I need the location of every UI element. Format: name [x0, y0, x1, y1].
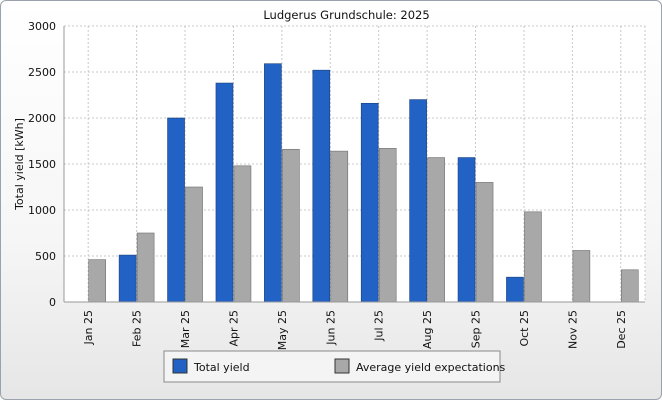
y-axis-label: Total yield [kWh] [13, 118, 26, 211]
x-tick-label: Nov 25 [566, 310, 579, 349]
bar-total-yield-sep-25 [457, 157, 476, 303]
y-tick-label: 2000 [28, 112, 56, 125]
bar-total-yield-mar-25 [167, 117, 185, 303]
y-tick-label: 0 [49, 296, 56, 309]
bar-average-yield-may-25 [282, 148, 300, 303]
legend-swatch-total-yield [172, 358, 188, 374]
bar-average-yield-jul-25 [378, 148, 397, 303]
bar-average-yield-oct-25 [524, 211, 542, 303]
bar-average-yield-apr-25 [233, 165, 252, 303]
y-tick-label: 500 [35, 250, 56, 263]
bar-average-yield-feb-25 [136, 232, 155, 303]
bar-total-yield-jul-25 [360, 102, 379, 303]
y-tick-label: 3000 [28, 20, 56, 33]
legend-label-average-yield: Average yield expectations [356, 361, 506, 374]
x-tick-label: Apr 25 [227, 310, 240, 347]
legend-label-total-yield: Total yield [193, 361, 250, 374]
chart-title: Ludgerus Grundschule: 2025 [263, 8, 429, 22]
x-tick-label: Sep 25 [470, 310, 483, 348]
bar-average-yield-aug-25 [427, 157, 445, 303]
bar-total-yield-may-25 [264, 63, 282, 303]
legend: Total yield Average yield expectations [163, 350, 506, 383]
x-tick-label: May 25 [276, 310, 289, 350]
bar-average-yield-jan-25 [88, 259, 107, 303]
legend-swatch-average-yield [334, 358, 350, 374]
bar-average-yield-mar-25 [185, 186, 203, 303]
bars [88, 63, 639, 303]
y-tick-labels: 0 500 1000 1500 2000 2500 3000 [28, 20, 56, 309]
x-tick-label: Aug 25 [421, 310, 434, 349]
bar-total-yield-oct-25 [506, 276, 524, 303]
bar-total-yield-feb-25 [118, 254, 137, 303]
y-tick-label: 2500 [28, 66, 56, 79]
x-tick-label: Mar 25 [179, 310, 192, 348]
x-tick-label: Feb 25 [131, 310, 144, 347]
bar-average-yield-dec-25 [620, 269, 639, 303]
bar-average-yield-jun-25 [330, 150, 349, 303]
bar-average-yield-sep-25 [475, 182, 494, 303]
x-tick-label: Oct 25 [518, 310, 531, 347]
bar-average-yield-nov-25 [572, 250, 591, 303]
bar-total-yield-apr-25 [215, 82, 234, 303]
y-tick-label: 1000 [28, 204, 56, 217]
bar-total-yield-aug-25 [409, 99, 427, 303]
x-tick-labels: Jan 25 Feb 25 Mar 25 Apr 25 May 25 Jun 25 Jul … [82, 310, 628, 350]
legend-box [163, 350, 501, 383]
x-tick-label: Jul 25 [373, 310, 386, 342]
x-tick-label: Jun 25 [324, 310, 337, 346]
bar-total-yield-jun-25 [312, 69, 331, 303]
gridlines [64, 25, 646, 303]
y-tick-label: 1500 [28, 158, 56, 171]
x-tick-label: Dec 25 [615, 310, 628, 349]
x-tick-label: Jan 25 [82, 310, 95, 345]
